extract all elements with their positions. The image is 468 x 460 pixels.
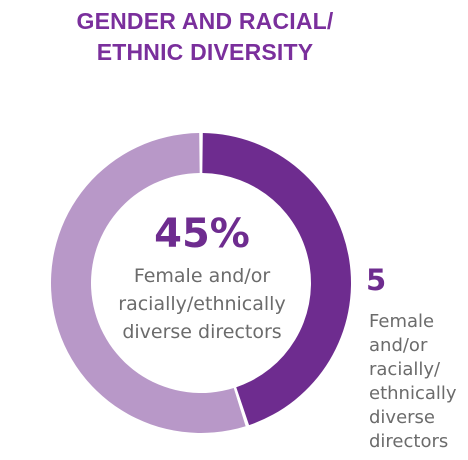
side-label-line-5: diverse <box>369 407 436 428</box>
center-label-line-2: racially/ethnically <box>118 293 286 315</box>
side-label: Female and/or racially/ ethnically diver… <box>369 310 465 454</box>
center-label-line-3: diverse directors <box>122 321 282 343</box>
chart-title-line-2: ETHNIC DIVERSITY <box>96 39 314 65</box>
side-label-line-4: ethnically <box>369 383 457 404</box>
side-label-line-3: racially/ <box>369 359 441 380</box>
side-count: 5 <box>366 263 387 297</box>
chart-title-line-1: GENDER AND RACIAL/ <box>76 8 334 34</box>
center-label: Female and/or racially/ethnically divers… <box>92 262 312 346</box>
side-label-line-2: and/or <box>369 335 428 356</box>
side-label-line-1: Female <box>369 311 435 332</box>
chart-title: GENDER AND RACIAL/ ETHNIC DIVERSITY <box>40 6 370 68</box>
center-label-line-1: Female and/or <box>133 265 271 287</box>
donut-slice-highlight <box>202 133 351 426</box>
center-percentage: 45% <box>154 211 250 257</box>
side-label-line-6: directors <box>369 431 449 452</box>
donut-slice-remainder <box>50 133 246 433</box>
